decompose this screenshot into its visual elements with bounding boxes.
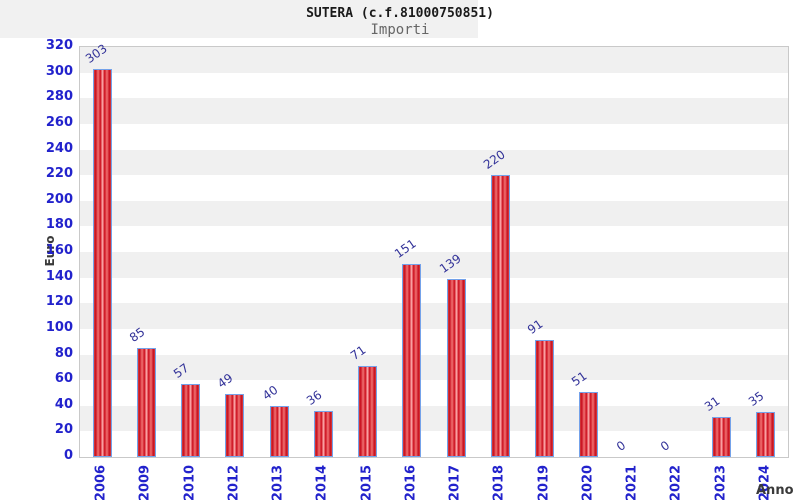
chart-title: SUTERA (c.f.81000750851) bbox=[306, 6, 494, 21]
y-tick-label: 220 bbox=[45, 166, 73, 182]
x-tick-label-text: 2021 bbox=[624, 464, 640, 500]
x-tick-label-text: 2006 bbox=[93, 464, 109, 500]
chart-subtitle: Importi bbox=[370, 22, 430, 38]
x-axis-title: Anno bbox=[756, 483, 794, 498]
y-tick-label: 60 bbox=[54, 371, 73, 387]
y-tick-label: 320 bbox=[45, 38, 73, 53]
y-tick-label: 300 bbox=[45, 63, 73, 79]
grid-band bbox=[80, 252, 788, 278]
bar-2010 bbox=[181, 383, 200, 457]
x-tick-label-text: 2020 bbox=[580, 464, 596, 500]
bar-2012 bbox=[225, 394, 244, 457]
bar-value-label: 0 bbox=[657, 438, 673, 454]
y-tick-label: 260 bbox=[45, 114, 73, 130]
x-tick-label-text: 2012 bbox=[226, 464, 242, 500]
y-tick-label: 40 bbox=[54, 396, 73, 412]
x-tick-label-text: 2018 bbox=[491, 464, 507, 500]
grid-band bbox=[80, 354, 788, 381]
y-tick-label: 100 bbox=[45, 319, 73, 335]
grid-band bbox=[80, 303, 788, 329]
x-tick-label-text: 2019 bbox=[536, 464, 552, 500]
y-tick-label: 0 bbox=[63, 448, 73, 463]
bar-2023 bbox=[712, 417, 731, 457]
bar-2014 bbox=[314, 410, 333, 457]
x-tick-label-text: 2014 bbox=[314, 464, 330, 500]
bar-value-label: 0 bbox=[613, 438, 629, 454]
header-shade bbox=[0, 0, 478, 38]
y-tick-label: 280 bbox=[45, 89, 73, 105]
y-tick-label: 120 bbox=[45, 294, 73, 310]
x-tick-label-text: 2022 bbox=[668, 464, 684, 500]
bar-2006 bbox=[93, 68, 112, 457]
y-tick-label: 200 bbox=[45, 191, 73, 207]
x-tick-label-text: 2023 bbox=[713, 464, 729, 500]
bar-2018 bbox=[491, 175, 510, 457]
bar-2015 bbox=[358, 366, 377, 457]
y-tick-label: 180 bbox=[45, 217, 73, 233]
bar-2016 bbox=[402, 263, 421, 457]
bar-2019 bbox=[535, 340, 554, 457]
y-tick-label: 140 bbox=[45, 268, 73, 284]
bar-2009 bbox=[137, 348, 156, 457]
x-tick-label-text: 2015 bbox=[359, 464, 375, 500]
x-tick-label-text: 2010 bbox=[182, 464, 198, 500]
y-tick-label: 240 bbox=[45, 140, 73, 156]
bar-2020 bbox=[579, 391, 598, 457]
x-tick-label-text: 2017 bbox=[447, 464, 463, 500]
bar-value-label: 40 bbox=[259, 382, 281, 403]
grid-band bbox=[80, 200, 788, 227]
bar-2024 bbox=[756, 412, 775, 457]
plot-area: 303 85 57 49 40 36 71 151 139 220 91 51 0 0 31 35 bbox=[79, 41, 789, 458]
y-tick-label: 80 bbox=[54, 345, 73, 361]
bar-2013 bbox=[270, 405, 289, 457]
x-tick-label-text: 2013 bbox=[270, 464, 286, 500]
grid-band bbox=[80, 47, 788, 73]
bar-2017 bbox=[447, 278, 466, 457]
grid-band bbox=[80, 98, 788, 124]
grid-band bbox=[80, 149, 788, 176]
x-tick-label-text: 2009 bbox=[137, 464, 153, 500]
y-tick-label: 160 bbox=[45, 243, 73, 258]
x-tick-label-text: 2016 bbox=[403, 464, 419, 500]
y-tick-label: 20 bbox=[54, 422, 73, 438]
